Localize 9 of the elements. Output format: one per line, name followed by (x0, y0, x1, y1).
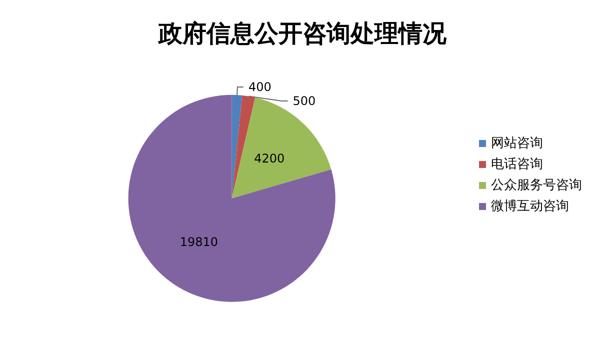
legend-label: 电话咨询 (491, 157, 543, 172)
data-label: 19810 (180, 235, 218, 250)
data-label: 500 (292, 94, 316, 108)
legend-label: 微博互动咨询 (491, 199, 569, 214)
legend-label: 网站咨询 (491, 136, 543, 151)
legend-label: 公众服务号咨询 (491, 178, 582, 193)
data-label: 4200 (254, 152, 285, 166)
chart-title: 政府信息公开咨询处理情况 (158, 18, 448, 48)
data-label: 400 (248, 80, 272, 94)
